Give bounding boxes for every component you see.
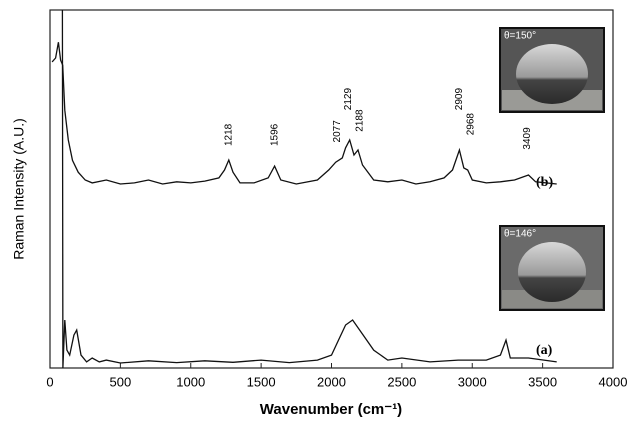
peak-annotation: 2077	[332, 120, 343, 143]
y-axis-title: Raman Intensity (A.U.)	[11, 118, 27, 260]
line-series	[61, 9, 557, 369]
series-label: (a)	[536, 343, 553, 358]
inset-b: θ=150°	[499, 27, 605, 113]
x-tick-label: 2000	[317, 374, 346, 389]
x-tick-label: 500	[110, 374, 132, 389]
inset-a: θ=146°	[499, 225, 605, 311]
peak-annotation: 1596	[269, 123, 280, 146]
x-tick-label: 1500	[247, 374, 276, 389]
peak-annotation: 2909	[454, 88, 465, 111]
x-tick-label: 4000	[599, 374, 628, 389]
x-tick-label: 3500	[528, 374, 557, 389]
x-axis-title: Wavenumber (cm⁻¹)	[260, 401, 402, 418]
inset-label: θ=146°	[504, 229, 536, 240]
inset-label: θ=150°	[504, 31, 536, 42]
x-tick-label: 0	[46, 374, 53, 389]
peak-annotation: 1218	[223, 123, 234, 146]
x-tick-label: 1000	[176, 374, 205, 389]
peak-annotation: 2129	[343, 88, 354, 111]
peak-annotation: 2188	[354, 109, 365, 132]
x-tick-label: 2500	[387, 374, 416, 389]
line-series	[51, 42, 557, 185]
x-tick-label: 3000	[458, 374, 487, 389]
peak-annotation: 2968	[465, 113, 476, 136]
peak-annotation: 3409	[522, 127, 533, 150]
